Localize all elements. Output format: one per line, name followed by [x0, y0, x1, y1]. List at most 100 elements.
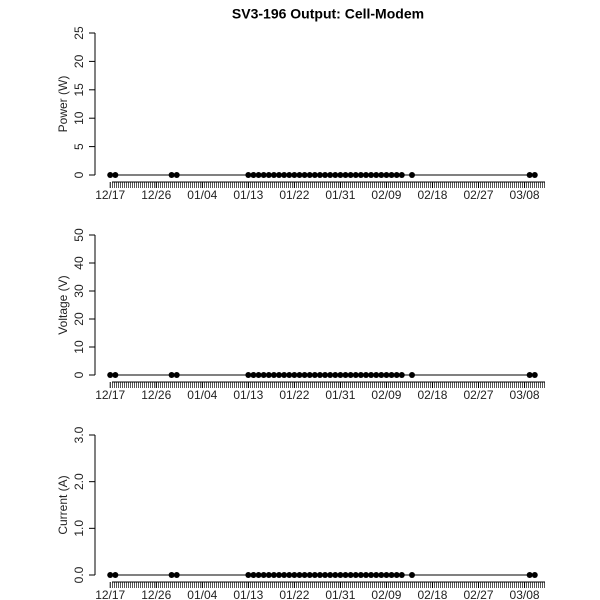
y-tick-label: 0: [72, 171, 86, 178]
x-tick-label: 12/17: [95, 588, 125, 600]
y-tick-label: 2.0: [72, 473, 86, 490]
data-point: [255, 172, 262, 178]
data-point: [332, 172, 339, 178]
data-point: [347, 172, 354, 178]
data-point: [383, 572, 390, 578]
y-axis-label: Power (W): [56, 76, 70, 133]
data-point: [265, 572, 272, 578]
data-point: [107, 572, 114, 578]
y-tick-label: 0: [72, 371, 86, 378]
x-tick-label: 02/18: [417, 388, 447, 402]
data-point: [260, 572, 267, 578]
data-point: [316, 572, 323, 578]
x-tick-label: 01/22: [279, 588, 309, 600]
data-point: [368, 572, 375, 578]
x-tick-label: 01/22: [279, 388, 309, 402]
data-point: [168, 172, 175, 178]
x-axis-minor-ticks: [112, 182, 545, 188]
data-point: [281, 572, 288, 578]
data-point: [270, 572, 277, 578]
y-axis-label: Voltage (V): [56, 275, 70, 334]
x-tick-label: 01/22: [279, 188, 309, 202]
x-tick-label: 02/27: [463, 388, 493, 402]
data-point: [311, 372, 318, 378]
data-point: [373, 372, 380, 378]
data-point: [352, 172, 359, 178]
x-tick-label: 02/18: [417, 188, 447, 202]
data-point: [291, 572, 298, 578]
data-point: [357, 372, 364, 378]
data-point: [301, 572, 308, 578]
x-tick-label: 02/27: [463, 588, 493, 600]
data-point: [373, 172, 380, 178]
data-point: [378, 572, 385, 578]
x-tick-label: 12/26: [141, 388, 171, 402]
data-point: [378, 372, 385, 378]
data-point: [112, 172, 119, 178]
data-point: [265, 372, 272, 378]
data-point: [409, 572, 416, 578]
data-point: [296, 172, 303, 178]
y-axis-label: Current (A): [56, 475, 70, 534]
data-point: [245, 372, 252, 378]
data-point: [250, 572, 257, 578]
data-point: [388, 372, 395, 378]
data-point: [352, 572, 359, 578]
data-point: [409, 172, 416, 178]
data-point: [276, 372, 283, 378]
data-point: [107, 172, 114, 178]
data-point: [531, 572, 538, 578]
y-tick-label: 40: [72, 256, 86, 270]
data-point: [347, 572, 354, 578]
data-point: [393, 372, 400, 378]
data-point: [112, 372, 119, 378]
x-tick-label: 01/13: [233, 588, 263, 600]
data-point: [265, 172, 272, 178]
data-point: [362, 572, 369, 578]
data-point: [306, 172, 313, 178]
data-point: [398, 372, 405, 378]
data-point: [296, 572, 303, 578]
y-tick-label: 20: [72, 312, 86, 326]
data-point: [378, 172, 385, 178]
x-axis-minor-ticks: [112, 382, 545, 388]
data-point: [322, 172, 329, 178]
data-point: [531, 372, 538, 378]
data-point: [276, 172, 283, 178]
data-point: [357, 572, 364, 578]
x-axis-minor-ticks: [112, 582, 545, 588]
x-tick-label: 12/17: [95, 388, 125, 402]
y-tick-label: 5: [72, 143, 86, 150]
data-point: [286, 172, 293, 178]
data-point: [362, 372, 369, 378]
data-point: [255, 572, 262, 578]
data-point: [373, 572, 380, 578]
data-point: [368, 172, 375, 178]
data-point: [332, 372, 339, 378]
data-point: [168, 572, 175, 578]
chart-title: SV3-196 Output: Cell-Modem: [232, 6, 424, 22]
x-tick-label: 01/04: [187, 188, 217, 202]
data-point: [322, 572, 329, 578]
y-tick-label: 10: [72, 340, 86, 354]
data-point: [342, 372, 349, 378]
data-point: [245, 172, 252, 178]
data-point: [245, 572, 252, 578]
data-point: [409, 372, 416, 378]
x-tick-label: 12/26: [141, 188, 171, 202]
x-tick-label: 01/04: [187, 388, 217, 402]
data-point: [270, 372, 277, 378]
data-point: [168, 372, 175, 378]
x-tick-label: 12/26: [141, 588, 171, 600]
x-tick-label: 01/31: [325, 388, 355, 402]
data-point: [327, 572, 334, 578]
data-point: [173, 372, 180, 378]
x-tick-label: 12/17: [95, 188, 125, 202]
data-point: [107, 372, 114, 378]
data-point: [383, 372, 390, 378]
x-tick-label: 01/04: [187, 588, 217, 600]
y-tick-label: 20: [72, 54, 86, 68]
data-point: [311, 172, 318, 178]
data-point: [337, 172, 344, 178]
